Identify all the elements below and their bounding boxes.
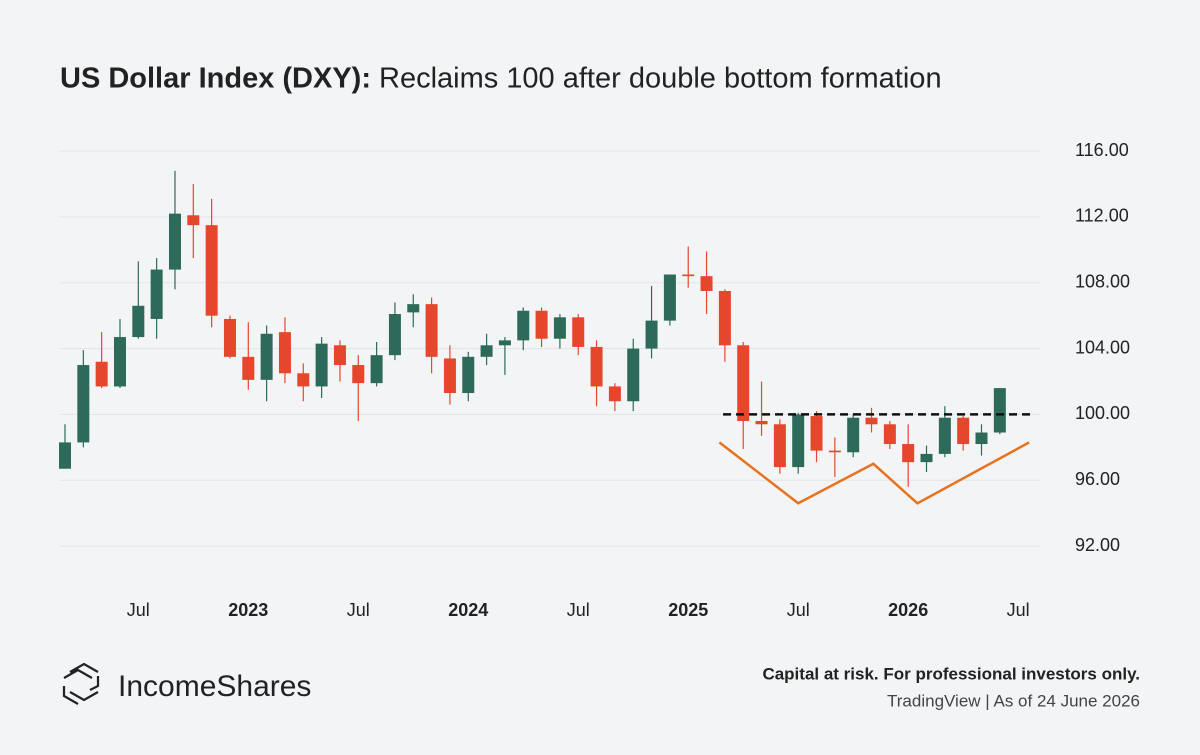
candle-body — [517, 310, 530, 341]
candle-body — [425, 304, 438, 357]
candle-body — [278, 332, 291, 374]
y-tick-label: 112.00 — [1075, 206, 1129, 226]
candle-body — [938, 417, 951, 454]
chart-title-bold: US Dollar Index (DXY): — [60, 63, 371, 95]
candle-body — [682, 274, 695, 277]
candle-body — [975, 432, 988, 445]
candle-body — [663, 274, 676, 321]
candle-body — [388, 314, 401, 356]
x-tick-label: Jul — [347, 600, 370, 620]
candle-body — [352, 365, 365, 384]
candle-body — [498, 340, 511, 346]
candle-body — [920, 453, 933, 463]
y-tick-label: 92.00 — [1075, 535, 1120, 555]
y-tick-label: 116.00 — [1075, 140, 1129, 160]
candle-body — [957, 417, 970, 445]
candle-body — [132, 305, 145, 338]
candle-body — [205, 225, 218, 316]
candle-body — [865, 417, 878, 425]
candle-body — [242, 356, 255, 380]
candle-body — [828, 450, 841, 453]
candle-body — [737, 345, 750, 422]
candle-body — [773, 424, 786, 468]
candle-body — [755, 421, 768, 425]
chart-title: Reclaims 100 after double bottom formati… — [379, 63, 942, 95]
candle-body — [700, 276, 713, 291]
candle-body — [847, 417, 860, 453]
candle-body — [113, 337, 126, 387]
candle-body — [370, 355, 383, 384]
x-tick-label: Jul — [1007, 600, 1030, 620]
y-tick-label: 96.00 — [1075, 469, 1120, 489]
candle-body — [590, 346, 603, 387]
candle-body — [407, 304, 420, 313]
candle-body — [260, 333, 273, 380]
candle-body — [315, 343, 328, 387]
candle-body — [810, 416, 823, 451]
x-tick-label: 2026 — [888, 600, 928, 620]
candle-body — [645, 320, 658, 349]
disclaimer: Capital at risk. For professional invest… — [762, 664, 1140, 683]
source-note: TradingView | As of 24 June 2026 — [887, 691, 1140, 710]
candle-body — [480, 345, 493, 357]
x-tick-label: Jul — [567, 600, 590, 620]
x-tick-label: 2024 — [448, 600, 488, 620]
candle-body — [553, 317, 566, 339]
candle-body — [627, 348, 640, 402]
candle-body — [993, 388, 1006, 433]
x-tick-label: 2023 — [228, 600, 268, 620]
brand-logo — [62, 662, 100, 705]
x-tick-label: Jul — [787, 600, 810, 620]
candle-body — [223, 318, 236, 357]
candle-body — [883, 424, 896, 445]
brand-name: IncomeShares — [118, 670, 311, 703]
candle-body — [792, 414, 805, 468]
candle-body — [297, 373, 310, 387]
candle-body — [150, 269, 163, 319]
candle-body — [77, 365, 90, 443]
plot-area: 92.00 96.00 100.00 104.00 108.00 112.00 116.00… — [59, 140, 1130, 620]
candle-body — [333, 345, 346, 366]
x-tick-label: 2025 — [668, 600, 708, 620]
candle-body — [443, 358, 456, 394]
candle-body — [168, 213, 181, 270]
candle-body — [902, 444, 915, 463]
x-tick-label: Jul — [127, 600, 150, 620]
candle-body — [462, 356, 475, 394]
candle-body — [59, 442, 71, 469]
y-tick-label: 104.00 — [1075, 337, 1130, 357]
candle-body — [535, 310, 548, 339]
candle-body — [572, 317, 585, 347]
y-tick-label: 108.00 — [1075, 272, 1130, 292]
candle-body — [718, 290, 731, 346]
candle-body — [95, 361, 108, 387]
pattern-line — [718, 441, 1030, 505]
candle-body — [187, 215, 200, 226]
y-tick-label: 100.00 — [1075, 403, 1130, 423]
candle-body — [608, 386, 621, 402]
